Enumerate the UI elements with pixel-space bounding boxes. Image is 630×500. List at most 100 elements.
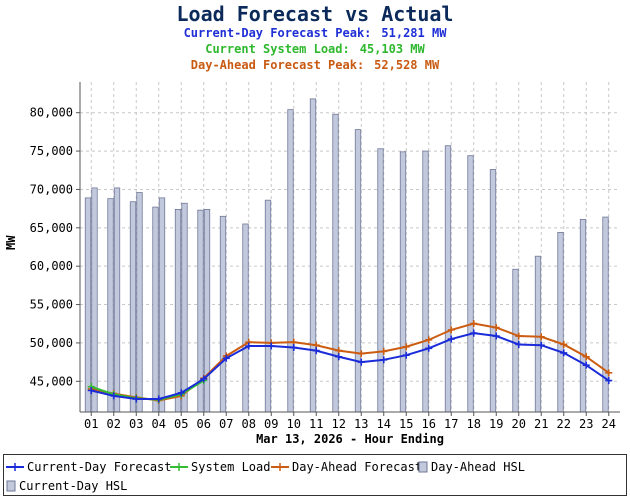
y-axis-label: MW xyxy=(4,235,18,250)
day-ahead-hsl-bar xyxy=(129,201,137,413)
current-day-forecast-point xyxy=(425,344,433,352)
day-ahead-forecast-point xyxy=(470,320,478,328)
x-tick-label: 06 xyxy=(197,417,211,431)
x-tick-label: 03 xyxy=(129,417,143,431)
legend-line-icon xyxy=(6,462,24,471)
y-tick-label: 75,000 xyxy=(30,144,73,158)
day-ahead-hsl-bar xyxy=(107,198,114,413)
legend-bar-icon xyxy=(418,461,428,472)
current-day-forecast-point xyxy=(177,389,185,397)
x-tick-label: 05 xyxy=(174,417,188,431)
day-ahead-hsl-bar xyxy=(399,151,407,413)
day-ahead-hsl-bar xyxy=(512,268,519,413)
x-tick-label: 08 xyxy=(242,417,256,431)
x-tick-label: 15 xyxy=(399,417,413,431)
day-ahead-hsl-bar xyxy=(467,155,474,413)
day-ahead-peak: Day-Ahead Forecast Peak: 52,528 MW xyxy=(190,58,440,72)
day-ahead-forecast-point xyxy=(537,333,545,341)
current-day-forecast-point xyxy=(267,342,275,350)
legend-system-load: System Load xyxy=(170,458,270,474)
day-ahead-forecast-point xyxy=(402,343,410,351)
day-ahead-hsl-bar xyxy=(377,148,384,413)
day-ahead-hsl-bar xyxy=(309,98,317,413)
current-day-hsl-bar xyxy=(181,202,188,413)
current-day-peak: Current-Day Forecast Peak: 51,281 MW xyxy=(183,26,447,40)
current-day-forecast-point xyxy=(357,358,365,366)
current-day-forecast-point xyxy=(492,332,500,340)
legend-current-day-hsl: Current-Day HSL xyxy=(6,477,127,493)
current-day-forecast-point xyxy=(200,375,208,383)
current-day-forecast-point xyxy=(290,344,298,352)
x-tick-label: 12 xyxy=(332,417,346,431)
y-tick-label: 55,000 xyxy=(30,298,73,312)
day-ahead-hsl-bar xyxy=(422,150,429,413)
x-axis-label: Mar 13, 2026 - Hour Ending xyxy=(256,432,444,446)
current-day-forecast-point xyxy=(605,377,613,385)
current-day-forecast-point xyxy=(335,353,343,361)
x-tick-label: 11 xyxy=(309,417,323,431)
y-tick-label: 50,000 xyxy=(30,336,73,350)
day-ahead-forecast-point xyxy=(560,340,568,348)
day-ahead-hsl-bar xyxy=(219,215,227,413)
current-day-forecast-point xyxy=(222,354,230,362)
current-day-forecast-point xyxy=(380,356,388,364)
day-ahead-forecast-point xyxy=(582,353,590,361)
day-ahead-hsl-bar xyxy=(84,197,92,413)
legend-day-ahead-forecast: Day-Ahead Forecast xyxy=(271,458,422,474)
x-tick-label: 16 xyxy=(422,417,436,431)
current-day-hsl-bar xyxy=(113,187,121,413)
day-ahead-hsl-bar xyxy=(534,255,542,413)
current-day-forecast-point xyxy=(447,335,455,343)
current-day-hsl-bar xyxy=(91,187,98,413)
current-day-hsl-bar xyxy=(158,197,166,413)
y-tick-label: 70,000 xyxy=(30,182,73,196)
current-day-forecast-point xyxy=(155,395,163,403)
day-ahead-hsl-bar xyxy=(264,199,272,413)
legend: Current-Day Forecast System Load Day-Ahe… xyxy=(3,454,627,496)
current-day-hsl-bar xyxy=(203,208,211,413)
day-ahead-forecast-point xyxy=(605,369,613,377)
current-day-forecast-point xyxy=(110,392,118,400)
day-ahead-forecast-point xyxy=(335,347,343,355)
x-tick-label: 24 xyxy=(602,417,616,431)
day-ahead-hsl-bar xyxy=(579,218,587,413)
chart-title: Load Forecast vs Actual xyxy=(176,2,454,26)
legend-line-icon xyxy=(271,462,289,471)
x-tick-label: 20 xyxy=(512,417,526,431)
x-tick-label: 19 xyxy=(489,417,503,431)
current-day-forecast-point xyxy=(537,341,545,349)
day-ahead-forecast-point xyxy=(425,336,433,344)
day-ahead-forecast-point xyxy=(492,324,500,332)
x-tick-label: 23 xyxy=(579,417,593,431)
y-tick-label: 45,000 xyxy=(30,374,73,388)
day-ahead-hsl-bar xyxy=(174,208,182,413)
current-day-forecast-point xyxy=(582,361,590,369)
day-ahead-hsl-bar xyxy=(444,145,452,413)
legend-line-icon xyxy=(170,462,188,471)
day-ahead-forecast-line xyxy=(91,322,610,402)
day-ahead-hsl-bar xyxy=(354,129,362,413)
y-tick-label: 80,000 xyxy=(30,106,73,120)
y-tick-label: 65,000 xyxy=(30,221,73,235)
current-day-forecast-line xyxy=(91,332,610,400)
day-ahead-hsl-bar xyxy=(287,109,294,413)
day-ahead-forecast-point xyxy=(447,326,455,334)
x-tick-label: 14 xyxy=(377,417,391,431)
current-day-forecast-point xyxy=(132,395,140,403)
x-tick-label: 02 xyxy=(107,417,121,431)
legend-current-day-forecast: Current-Day Forecast xyxy=(6,458,172,474)
current-day-forecast-point xyxy=(245,342,253,350)
x-tick-label: 18 xyxy=(467,417,481,431)
current-day-forecast-point xyxy=(560,349,568,357)
day-ahead-hsl-bar xyxy=(489,169,497,413)
day-ahead-hsl-bar xyxy=(602,216,609,413)
chart-plot: 45,000 50,000 55,000 60,000 65,000 70,000 75,0… xyxy=(30,82,620,431)
legend-bar-icon xyxy=(6,480,16,491)
current-day-forecast-point xyxy=(312,347,320,355)
x-tick-label: 17 xyxy=(444,417,458,431)
plot-area xyxy=(80,82,620,412)
y-tick-label: 60,000 xyxy=(30,259,73,273)
current-day-forecast-point xyxy=(402,351,410,359)
x-tick-label: 10 xyxy=(287,417,301,431)
day-ahead-hsl-bar xyxy=(152,206,159,413)
